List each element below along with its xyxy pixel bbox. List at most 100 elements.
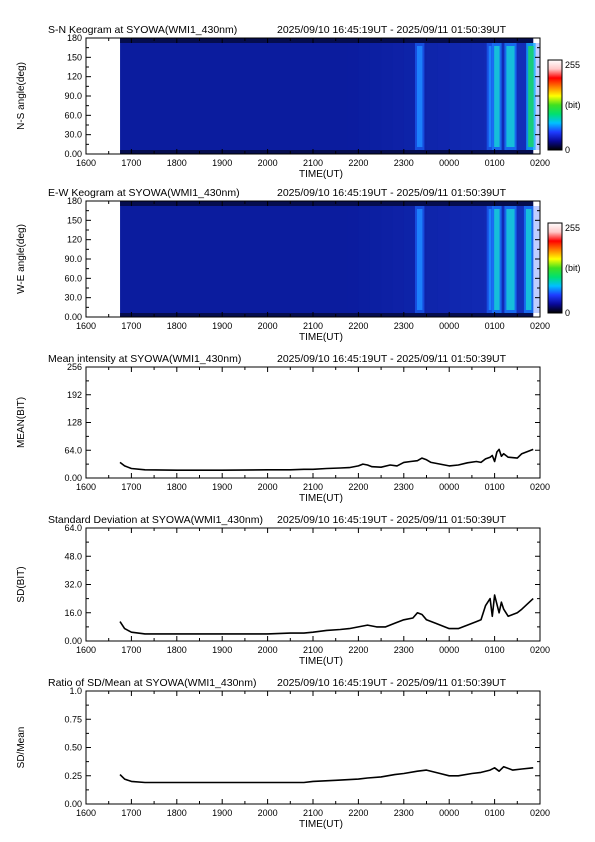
- keogram-image: [120, 201, 534, 317]
- x-tick-label: 1800: [167, 645, 187, 655]
- x-tick-label: 0000: [439, 808, 459, 818]
- y-tick-label: 32.0: [64, 580, 82, 590]
- keogram-bright-band: [528, 46, 534, 147]
- data-line: [119, 765, 534, 784]
- keogram-edge-row: [120, 38, 534, 43]
- keogram-column: [449, 43, 461, 150]
- keogram-bright-band: [416, 209, 423, 310]
- x-tick-label: 0200: [530, 321, 550, 331]
- y-tick-label: 120: [67, 72, 82, 82]
- x-tick-label: 2200: [348, 482, 368, 492]
- x-tick-label: 1800: [167, 808, 187, 818]
- keogram-bright-band: [488, 46, 492, 147]
- keogram-column: [347, 206, 358, 313]
- panel-3: Mean intensity at SYOWA(WMI1_430nm) 2025/…: [16, 353, 550, 504]
- y-axis-label: SD(BIT): [16, 566, 27, 602]
- keogram-bright-band: [494, 46, 500, 147]
- panel-4: Standard Deviation at SYOWA(WMI1_430nm) 2…: [16, 514, 550, 667]
- panel-title: Ratio of SD/Mean at SYOWA(WMI1_430nm): [48, 677, 257, 689]
- keogram-column: [437, 206, 450, 313]
- x-tick-label: 2200: [348, 321, 368, 331]
- y-tick-label: 180: [67, 196, 82, 206]
- x-tick-label: 1900: [212, 321, 232, 331]
- x-tick-label: 2300: [394, 645, 414, 655]
- colorbar-unit-label: (bit): [565, 100, 581, 110]
- keogram-column: [403, 206, 416, 313]
- keogram-column: [369, 43, 382, 150]
- x-tick-label: 0100: [485, 808, 505, 818]
- colorbar-unit-label: (bit): [565, 263, 581, 273]
- y-tick-label: 128: [67, 418, 82, 428]
- x-tick-label: 2000: [258, 158, 278, 168]
- panel-5: Ratio of SD/Mean at SYOWA(WMI1_430nm) 202…: [16, 677, 550, 830]
- keogram-bright-band: [525, 209, 532, 310]
- y-tick-label: 60.0: [64, 273, 82, 283]
- panel-title: Standard Deviation at SYOWA(WMI1_430nm): [48, 514, 263, 526]
- x-tick-label: 1600: [76, 158, 96, 168]
- x-tick-label: 1900: [212, 158, 232, 168]
- x-tick-label: 2300: [394, 482, 414, 492]
- panel-title: S-N Keogram at SYOWA(WMI1_430nm): [48, 24, 237, 36]
- y-tick-label: 150: [67, 52, 82, 62]
- colorbar-max-label: 255: [565, 60, 580, 70]
- x-tick-label: 2100: [303, 645, 323, 655]
- keogram-edge-row: [120, 150, 534, 154]
- panel-time-range: 2025/09/10 16:45:19UT - 2025/09/11 01:50…: [277, 514, 507, 526]
- x-tick-label: 1800: [167, 158, 187, 168]
- y-tick-label: 90.0: [64, 254, 82, 264]
- keogram-column: [381, 206, 393, 313]
- keogram-column: [460, 43, 472, 150]
- keogram-column: [392, 43, 404, 150]
- y-tick-label: 0.25: [64, 771, 82, 781]
- keogram-column: [381, 43, 393, 150]
- keogram-edge-row: [120, 313, 534, 317]
- x-tick-label: 2300: [394, 321, 414, 331]
- x-tick-label: 1900: [212, 808, 232, 818]
- x-tick-label: 1900: [212, 645, 232, 655]
- y-tick-label: 256: [67, 362, 82, 372]
- x-tick-label: 1600: [76, 321, 96, 331]
- x-tick-label: 2000: [258, 321, 278, 331]
- plot-frame: [85, 690, 541, 805]
- keogram-column: [347, 43, 358, 150]
- y-tick-label: 120: [67, 235, 82, 245]
- x-tick-label: 1600: [76, 808, 96, 818]
- keogram-column: [471, 206, 484, 313]
- colorbar: [547, 59, 563, 151]
- keogram-column: [358, 43, 369, 150]
- y-tick-label: 0.00: [64, 799, 82, 809]
- y-tick-label: 180: [67, 33, 82, 43]
- x-tick-label: 0200: [530, 482, 550, 492]
- x-tick-label: 1600: [76, 645, 96, 655]
- y-tick-label: 0.00: [64, 636, 82, 646]
- y-tick-label: 30.0: [64, 293, 82, 303]
- panel-time-range: 2025/09/10 16:45:19UT - 2025/09/11 01:50…: [277, 677, 507, 689]
- y-tick-label: 0.00: [64, 149, 82, 159]
- panel-time-range: 2025/09/10 16:45:19UT - 2025/09/11 01:50…: [277, 187, 507, 199]
- keogram-column: [403, 43, 416, 150]
- x-axis-label: TIME(UT): [299, 819, 343, 830]
- x-tick-label: 0000: [439, 158, 459, 168]
- x-tick-label: 2200: [348, 645, 368, 655]
- x-tick-label: 0100: [485, 158, 505, 168]
- keogram-column: [449, 206, 461, 313]
- panel-time-range: 2025/09/10 16:45:19UT - 2025/09/11 01:50…: [277, 353, 507, 365]
- colorbar-min-label: 0: [565, 308, 570, 318]
- panel-time-range: 2025/09/10 16:45:19UT - 2025/09/11 01:50…: [277, 24, 507, 36]
- panels-group: S-N Keogram at SYOWA(WMI1_430nm) 2025/09/…: [16, 24, 581, 830]
- y-axis-label: N-S angle(deg): [16, 62, 27, 130]
- x-tick-label: 2000: [258, 808, 278, 818]
- y-tick-label: 16.0: [64, 608, 82, 618]
- y-tick-label: 150: [67, 215, 82, 225]
- keogram-column: [471, 43, 484, 150]
- x-tick-label: 1700: [121, 808, 141, 818]
- y-tick-label: 90.0: [64, 91, 82, 101]
- y-axis-label: SD/Mean: [16, 727, 27, 769]
- x-tick-label: 0000: [439, 482, 459, 492]
- panel-2: E-W Keogram at SYOWA(WMI1_430nm) 2025/09/…: [16, 187, 581, 343]
- keogram-edge-row: [120, 201, 534, 206]
- x-tick-label: 1800: [167, 321, 187, 331]
- keogram-bright-band: [506, 46, 515, 147]
- y-tick-label: 0.00: [64, 473, 82, 483]
